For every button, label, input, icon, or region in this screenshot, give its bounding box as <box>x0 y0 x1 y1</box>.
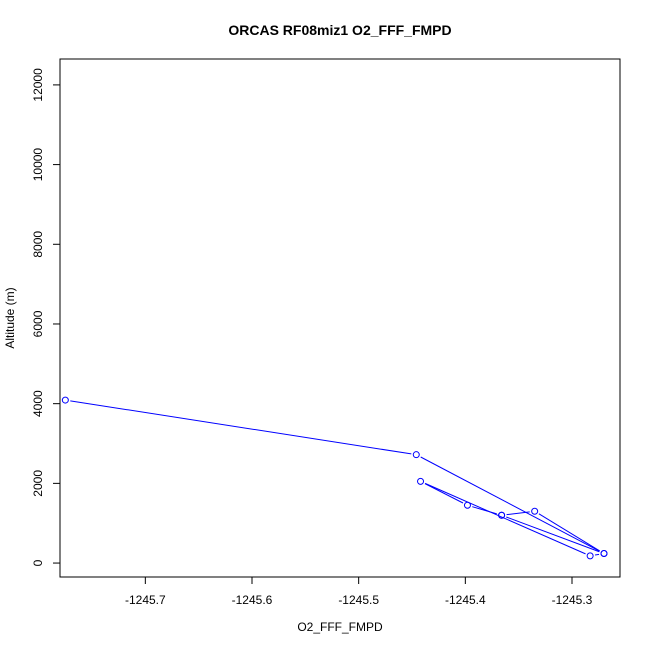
x-tick-label: -1245.6 <box>232 593 273 607</box>
series-line-segment <box>424 483 464 504</box>
y-tick-label: 12000 <box>31 68 45 102</box>
data-point <box>61 396 69 404</box>
y-tick-label: 10000 <box>31 148 45 182</box>
x-tick-label: -1245.4 <box>445 593 486 607</box>
y-tick-label: 6000 <box>31 310 45 337</box>
x-axis: -1245.7 -1245.6 -1245.5 -1245.4 -1245.3 <box>125 576 593 607</box>
chart-title: ORCAS RF08miz1 O2_FFF_FMPD <box>228 22 451 38</box>
y-tick-label: 2000 <box>31 470 45 497</box>
data-point <box>417 477 425 485</box>
y-tick-label: 8000 <box>31 231 45 258</box>
x-axis-label: O2_FFF_FMPD <box>297 620 383 634</box>
series-line-segment <box>594 553 600 556</box>
plot-frame <box>59 58 621 578</box>
series-line-segment <box>506 511 530 516</box>
series-line-segment <box>70 400 412 455</box>
data-point <box>586 552 594 560</box>
data-point <box>463 501 471 509</box>
x-tick-label: -1245.5 <box>338 593 379 607</box>
x-tick-label: -1245.7 <box>125 593 166 607</box>
y-axis-label: Altitude (m) <box>3 287 17 348</box>
series-line-segment <box>538 513 600 552</box>
data-point <box>600 549 608 557</box>
series-line-segment <box>424 482 586 555</box>
y-tick-label: 0 <box>31 559 45 566</box>
series-layer <box>61 396 608 560</box>
y-tick-label: 4000 <box>31 390 45 417</box>
series-line-segment <box>420 456 600 552</box>
data-point <box>531 507 539 515</box>
series-line-segment <box>506 516 600 553</box>
x-tick-label: -1245.3 <box>552 593 593 607</box>
y-axis: 0 2000 4000 6000 8000 10000 12000 <box>31 68 61 566</box>
data-point <box>498 511 506 519</box>
data-point <box>412 451 420 459</box>
